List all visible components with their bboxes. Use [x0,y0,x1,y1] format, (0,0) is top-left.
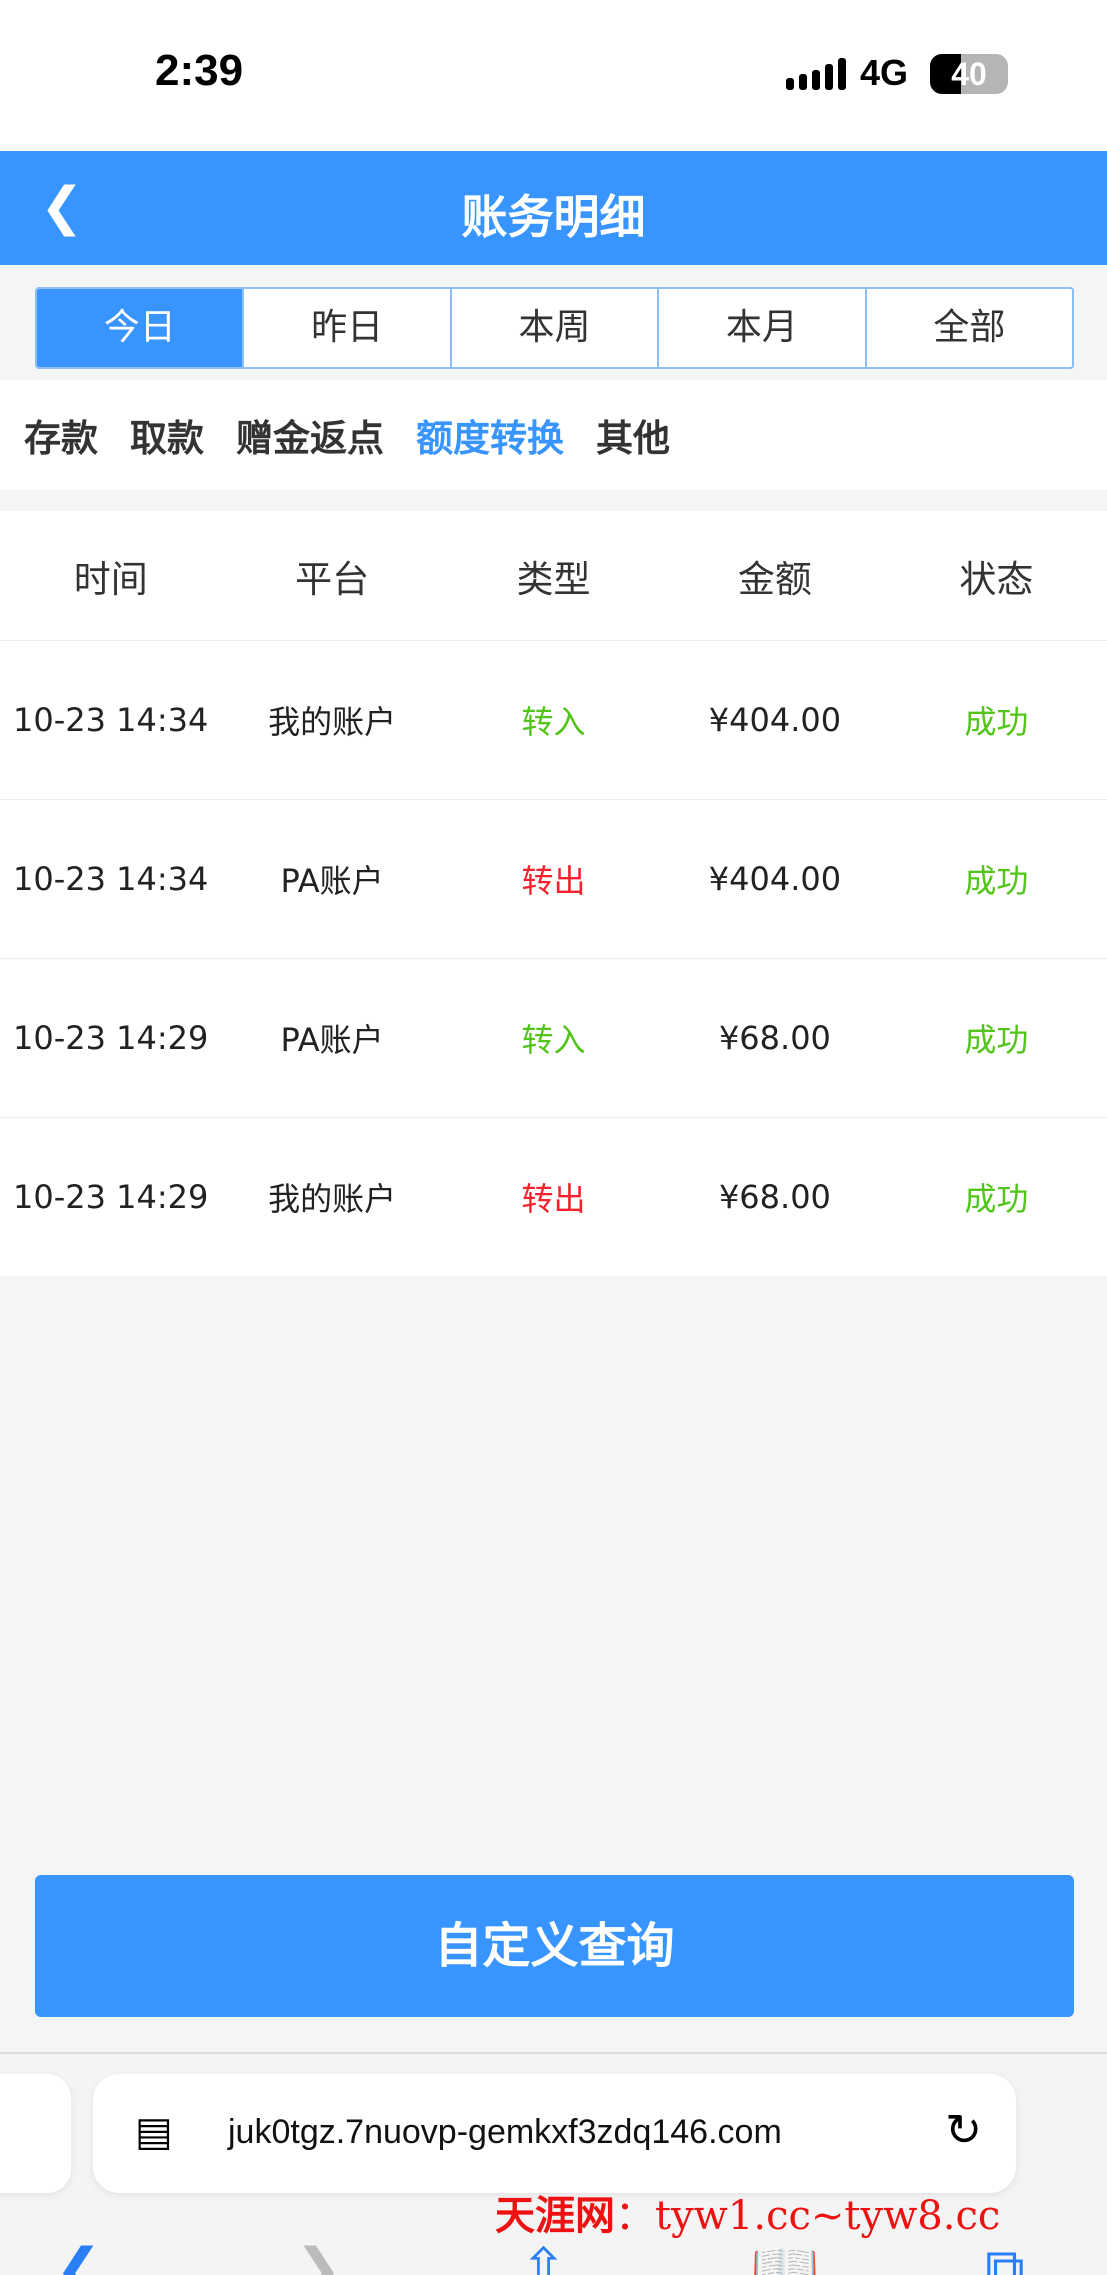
category-tabs: 存款 取款 赠金返点 额度转换 其他 [0,380,1107,490]
cell-type: 转出 [521,862,586,900]
cell-time: 10-23 14:29 [13,1178,209,1216]
cell-status: 成功 [964,703,1029,741]
header-platform: 平台 [295,557,370,601]
cell-type: 转出 [521,1180,586,1218]
watermark: 天涯网：tyw1.cc~tyw8.cc [495,2192,1001,2239]
tab-deposit[interactable]: 存款 [24,417,98,460]
network-type: 4G [860,52,909,93]
tabs-icon[interactable]: ⧉ [985,2237,1025,2275]
address-bar[interactable]: ▤ juk0tgz.7nuovp-gemkxf3zdq146.com ↻ [93,2074,1016,2193]
cell-type: 转入 [521,1021,586,1059]
cell-type: 转入 [521,703,586,741]
table-row: 10-23 14:34 PA账户 转出 ¥404.00 成功 [0,799,1107,958]
share-icon[interactable]: ⇧ [520,2237,567,2275]
custom-query-button[interactable]: 自定义查询 [35,1875,1074,2017]
forward-icon[interactable]: ❯ [295,2237,342,2275]
header-type: 类型 [516,557,591,601]
tab-today[interactable]: 今日 [37,289,243,367]
tab-other[interactable]: 其他 [596,417,670,460]
back-chevron-icon[interactable]: ❮ [40,177,84,237]
app-header: ❮ 账务明细 [0,151,1107,265]
cell-platform: 我的账户 [268,1180,397,1218]
header-status: 状态 [959,557,1034,601]
cell-amount: ¥68.00 [718,1178,831,1216]
tab-yesterday[interactable]: 昨日 [242,289,449,367]
cell-platform: 我的账户 [268,703,397,741]
reload-icon[interactable]: ↻ [945,2105,982,2156]
status-bar: 2:39 4G 40 [0,0,1107,151]
cell-status: 成功 [964,1180,1029,1218]
cell-status: 成功 [964,862,1029,900]
cell-platform: PA账户 [280,862,384,900]
battery-icon: 40 [930,54,1008,94]
header-time: 时间 [73,557,148,601]
previous-tab-pill[interactable] [0,2074,71,2193]
tab-all[interactable]: 全部 [864,289,1072,367]
cell-time: 10-23 14:34 [13,860,209,898]
table-row: 10-23 14:29 我的账户 转出 ¥68.00 成功 [0,1117,1107,1276]
signal-icon [786,58,846,90]
table-row: 10-23 14:34 我的账户 转入 ¥404.00 成功 [0,640,1107,799]
clock: 2:39 [155,46,244,95]
back-icon[interactable]: ❮ [55,2237,102,2275]
cell-time: 10-23 14:34 [13,701,209,739]
page-title: 账务明细 [461,190,646,244]
browser-toolbar: ▤ juk0tgz.7nuovp-gemkxf3zdq146.com ↻ ❮ ❯… [0,2052,1107,2275]
header-amount: 金额 [737,557,812,601]
tab-this-week[interactable]: 本周 [449,289,657,367]
tab-bonus-rebate[interactable]: 赠金返点 [236,417,384,460]
tab-this-month[interactable]: 本月 [657,289,864,367]
period-tabs: 今日 昨日 本周 本月 全部 [35,287,1074,369]
table-header: 时间 平台 类型 金额 状态 [0,511,1107,640]
cell-time: 10-23 14:29 [13,1019,209,1057]
watermark-text: tyw1.cc~tyw8.cc [655,2193,1001,2239]
watermark-name: 天涯网 [495,2192,615,2239]
transactions-table: 时间 平台 类型 金额 状态 10-23 14:34 我的账户 转入 ¥404.… [0,511,1107,1276]
page-menu-icon[interactable]: ▤ [135,2109,173,2155]
table-row: 10-23 14:29 PA账户 转入 ¥68.00 成功 [0,958,1107,1117]
tab-withdraw[interactable]: 取款 [130,417,204,460]
cell-platform: PA账户 [280,1021,384,1059]
cell-status: 成功 [964,1021,1029,1059]
battery-level: 40 [951,56,987,92]
tab-transfer[interactable]: 额度转换 [416,417,564,460]
watermark-sep: ： [615,2193,655,2239]
cell-amount: ¥404.00 [708,860,842,898]
url-text[interactable]: juk0tgz.7nuovp-gemkxf3zdq146.com [228,2113,782,2151]
bookmarks-icon[interactable]: 📖 [750,2237,820,2275]
cell-amount: ¥404.00 [708,701,842,739]
cell-amount: ¥68.00 [718,1019,831,1057]
